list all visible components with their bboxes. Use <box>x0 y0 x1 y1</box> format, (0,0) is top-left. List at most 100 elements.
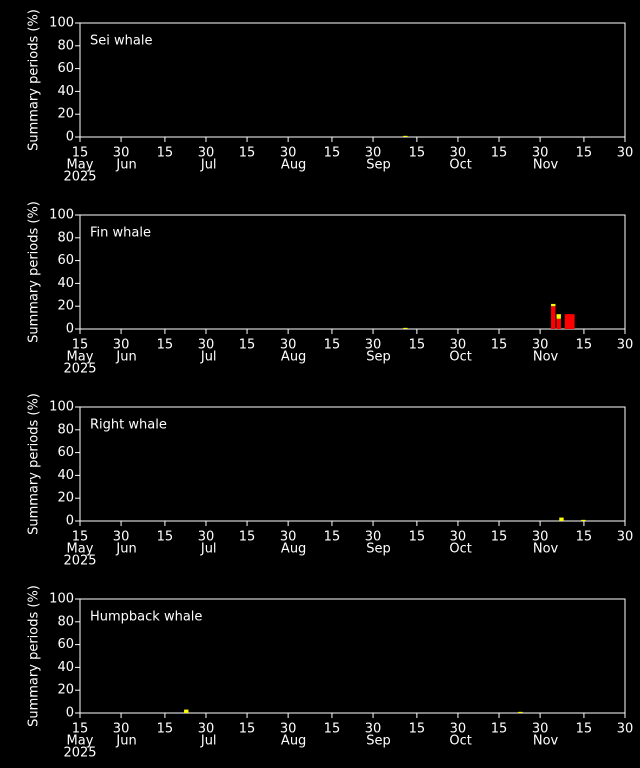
y-tick-label: 0 <box>66 322 74 337</box>
y-axis-label: Summary periods (%) <box>27 585 42 727</box>
y-tick-label: 100 <box>49 592 74 607</box>
x-tick-label: 30 <box>113 338 130 353</box>
bar-segment <box>567 314 572 329</box>
x-tick-label: 30 <box>617 338 634 353</box>
y-tick-label: 40 <box>57 468 74 483</box>
x-tick-label: 30 <box>532 530 549 545</box>
x-tick-label: 30 <box>280 146 297 161</box>
bar-segment <box>570 314 575 329</box>
x-tick-label: 15 <box>324 146 341 161</box>
month-label: Sep <box>366 542 391 557</box>
x-tick-label: 30 <box>532 146 549 161</box>
x-tick-label: 30 <box>450 338 467 353</box>
month-label: Aug <box>281 158 306 173</box>
x-tick-label: 15 <box>72 722 89 737</box>
year-label: 2025 <box>63 362 96 377</box>
month-label: Oct <box>449 542 471 557</box>
x-tick-label: 30 <box>280 722 297 737</box>
month-label: Nov <box>533 734 559 749</box>
x-tick-label: 30 <box>532 722 549 737</box>
y-tick-label: 100 <box>49 400 74 415</box>
month-label: May <box>67 734 94 749</box>
y-tick-label: 60 <box>57 253 74 268</box>
month-label: Jun <box>115 734 136 749</box>
bar-segment <box>551 306 556 329</box>
month-label: Jun <box>115 350 136 365</box>
y-tick-label: 100 <box>49 16 74 31</box>
month-label: Jul <box>200 542 217 557</box>
x-tick-label: 30 <box>198 146 215 161</box>
x-tick-label: 15 <box>72 146 89 161</box>
month-label: Sep <box>366 350 391 365</box>
x-tick-label: 30 <box>365 338 382 353</box>
month-label: Oct <box>449 158 471 173</box>
month-label: Jul <box>200 734 217 749</box>
y-tick-label: 40 <box>57 84 74 99</box>
plot-frame <box>79 214 626 330</box>
month-label: Nov <box>533 158 559 173</box>
y-tick-label: 80 <box>57 614 74 629</box>
y-tick-label: 40 <box>57 660 74 675</box>
x-tick-label: 15 <box>576 530 593 545</box>
x-tick-label: 30 <box>617 530 634 545</box>
plot-frame <box>79 598 626 714</box>
x-tick-label: 15 <box>157 146 174 161</box>
y-tick-label: 40 <box>57 276 74 291</box>
x-tick-label: 30 <box>280 338 297 353</box>
month-label: Nov <box>533 542 559 557</box>
y-tick-label: 20 <box>57 299 74 314</box>
x-tick-label: 30 <box>450 146 467 161</box>
y-tick-label: 80 <box>57 422 74 437</box>
x-tick-label: 15 <box>239 722 256 737</box>
x-tick-label: 30 <box>450 530 467 545</box>
y-tick-label: 80 <box>57 230 74 245</box>
month-label: Jun <box>115 158 136 173</box>
bar-segment <box>184 709 189 713</box>
x-tick-label: 30 <box>617 146 634 161</box>
month-label: May <box>67 158 94 173</box>
y-tick-label: 20 <box>57 107 74 122</box>
panel-title: Sei whale <box>90 34 152 49</box>
x-tick-label: 15 <box>576 338 593 353</box>
x-tick-label: 30 <box>113 146 130 161</box>
y-tick-label: 60 <box>57 637 74 652</box>
bar-segment <box>403 327 408 329</box>
x-tick-label: 15 <box>239 530 256 545</box>
bar-segment <box>556 318 561 329</box>
x-tick-label: 15 <box>409 338 426 353</box>
month-label: Sep <box>366 734 391 749</box>
bar-segment <box>559 517 564 521</box>
x-tick-label: 15 <box>72 530 89 545</box>
y-tick-label: 80 <box>57 38 74 53</box>
x-tick-label: 15 <box>324 722 341 737</box>
y-axis-label: Summary periods (%) <box>27 9 42 151</box>
x-tick-label: 30 <box>617 722 634 737</box>
y-tick-label: 60 <box>57 445 74 460</box>
x-tick-label: 15 <box>576 722 593 737</box>
y-axis-label: Summary periods (%) <box>27 201 42 343</box>
x-tick-label: 15 <box>491 722 508 737</box>
year-label: 2025 <box>63 170 96 185</box>
year-label: 2025 <box>63 746 96 761</box>
bar-segment <box>581 519 586 521</box>
y-tick-label: 100 <box>49 208 74 223</box>
x-tick-label: 15 <box>576 146 593 161</box>
y-axis-label: Summary periods (%) <box>27 393 42 535</box>
x-tick-label: 15 <box>157 338 174 353</box>
x-tick-label: 30 <box>365 530 382 545</box>
x-tick-label: 30 <box>450 722 467 737</box>
x-tick-label: 30 <box>365 146 382 161</box>
month-label: Aug <box>281 542 306 557</box>
bar-segment <box>551 303 556 307</box>
month-label: Aug <box>281 350 306 365</box>
month-label: Oct <box>449 350 471 365</box>
x-tick-label: 15 <box>491 146 508 161</box>
x-tick-label: 15 <box>491 530 508 545</box>
month-label: May <box>67 350 94 365</box>
bar-segment <box>403 135 408 137</box>
plot-frame <box>79 406 626 522</box>
x-tick-label: 15 <box>324 530 341 545</box>
x-tick-label: 15 <box>157 530 174 545</box>
month-label: Jun <box>115 542 136 557</box>
